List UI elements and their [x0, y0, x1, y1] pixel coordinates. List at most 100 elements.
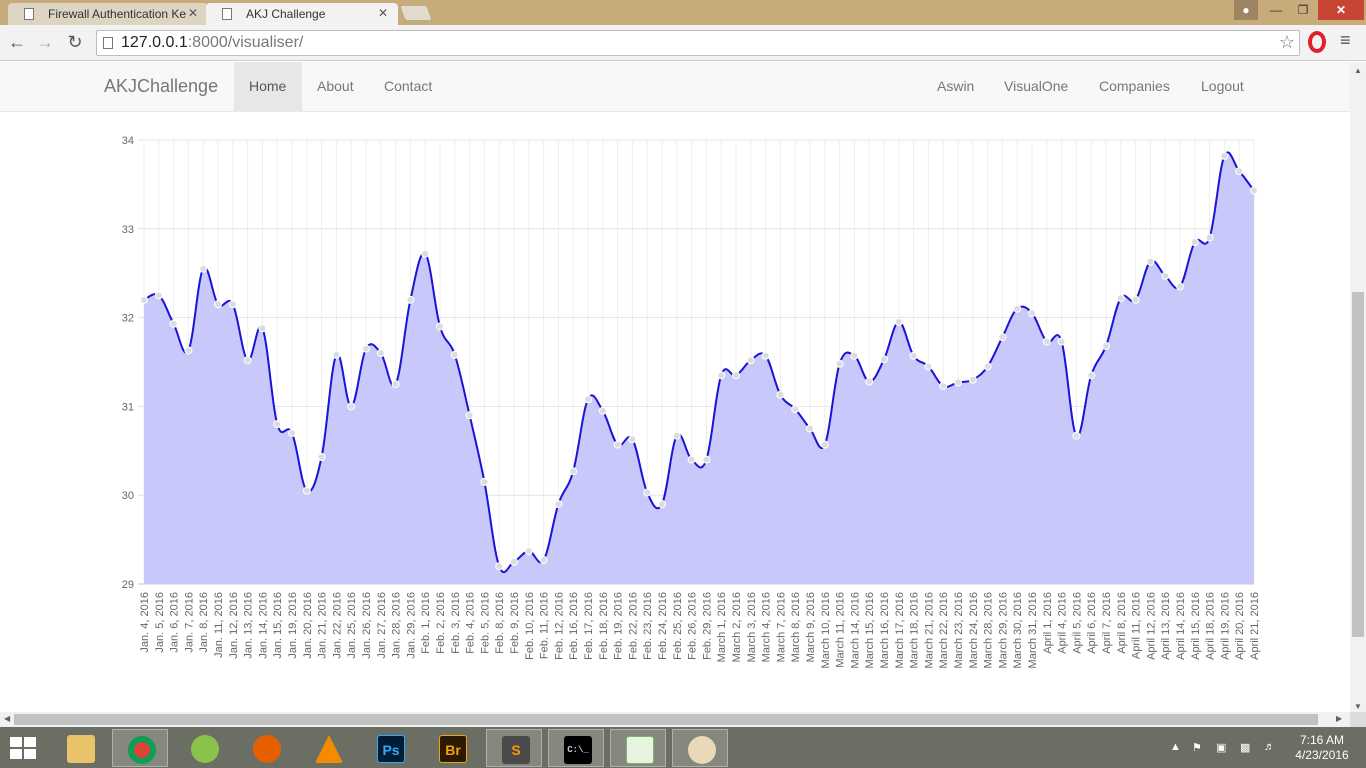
data-point: [791, 405, 800, 414]
data-point: [1102, 342, 1110, 351]
horizontal-scroll-thumb[interactable]: [14, 714, 1318, 725]
x-tick-label: March 15, 2016: [864, 592, 876, 668]
taskbar-chrome[interactable]: [112, 729, 168, 767]
scroll-right-icon[interactable]: ▶: [1336, 714, 1343, 723]
data-point: [243, 356, 252, 365]
taskbar-file-explorer[interactable]: [52, 729, 108, 767]
display-icon[interactable]: ▣: [1216, 742, 1227, 754]
data-point: [421, 249, 430, 258]
taskbar-sublime-text[interactable]: S: [486, 729, 542, 767]
data-point: [391, 380, 400, 389]
minimize-button[interactable]: —: [1270, 3, 1282, 17]
x-tick-label: Jan. 8, 2016: [198, 592, 210, 653]
close-tab-icon[interactable]: ✕: [377, 6, 388, 20]
scroll-down-icon[interactable]: ▼: [1354, 702, 1362, 711]
data-point: [317, 453, 326, 462]
nav-companies[interactable]: Companies: [1099, 78, 1170, 94]
tab-akj-challenge[interactable]: AKJ Challenge ✕: [206, 3, 398, 25]
scroll-up-icon[interactable]: ▲: [1354, 66, 1362, 75]
x-tick-label: March 11, 2016: [835, 592, 847, 668]
site-brand[interactable]: AKJChallenge: [104, 76, 219, 96]
data-point: [894, 318, 903, 327]
x-tick-label: Jan. 12, 2016: [228, 592, 240, 659]
x-tick-label: Feb. 3, 2016: [450, 592, 462, 654]
data-point: [628, 435, 637, 444]
data-point: [687, 455, 696, 464]
data-point: [761, 351, 770, 360]
scroll-left-icon[interactable]: ◀: [4, 714, 11, 723]
taskbar-bridge[interactable]: Br: [424, 729, 480, 767]
page-icon: [24, 8, 34, 20]
vertical-scroll-thumb[interactable]: [1352, 292, 1364, 637]
data-point: [288, 429, 296, 438]
file-explorer-icon: [67, 735, 95, 763]
data-point: [539, 556, 548, 565]
x-tick-label: Feb. 29, 2016: [701, 592, 713, 660]
y-tick-label: 32: [122, 313, 134, 325]
user-profile-icon[interactable]: ●: [1234, 0, 1258, 20]
taskbar-firefox[interactable]: [238, 729, 294, 767]
page-icon: [103, 37, 113, 49]
new-tab-button[interactable]: [399, 5, 433, 21]
browser-toolbar: ← → ↻ 127.0.0.1:8000/visualiser/ ☆ ≡: [0, 25, 1366, 61]
nav-contact[interactable]: Contact: [384, 78, 433, 94]
url-text: 127.0.0.1:8000/visualiser/: [121, 34, 304, 51]
vertical-scrollbar[interactable]: ▲ ▼: [1350, 62, 1366, 712]
taskbar-notepad[interactable]: [610, 729, 666, 767]
menu-icon[interactable]: ≡: [1340, 30, 1351, 50]
taskbar-android-studio[interactable]: [176, 729, 232, 767]
tab-firewall-authentication[interactable]: Firewall Authentication Ke ✕: [8, 3, 208, 25]
close-tab-icon[interactable]: ✕: [187, 6, 198, 20]
y-tick-label: 31: [122, 401, 134, 413]
nav-aswin[interactable]: Aswin: [937, 78, 975, 94]
x-tick-label: April 7, 2016: [1101, 592, 1113, 654]
command-prompt-icon: C:\_: [564, 736, 592, 764]
restore-button[interactable]: ❐: [1297, 3, 1309, 17]
reload-icon[interactable]: ↻: [67, 32, 83, 52]
data-point: [569, 467, 578, 476]
windows-start-icon[interactable]: [10, 737, 40, 761]
bookmark-star-icon[interactable]: ☆: [1278, 32, 1295, 52]
taskbar-photoshop[interactable]: Ps: [362, 729, 418, 767]
x-tick-label: March 4, 2016: [761, 592, 773, 662]
data-point: [1220, 151, 1229, 160]
data-point: [273, 420, 282, 429]
data-point: [835, 359, 844, 368]
y-tick-label: 33: [122, 224, 134, 236]
nav-home[interactable]: Home: [234, 62, 302, 112]
nav-about[interactable]: About: [317, 78, 354, 94]
system-clock[interactable]: 7:16 AM 4/23/2016: [1286, 733, 1358, 763]
network-icon[interactable]: ▩: [1240, 742, 1251, 754]
taskbar-command-prompt[interactable]: C:\_: [548, 729, 604, 767]
x-tick-label: Jan. 29, 2016: [405, 592, 417, 659]
x-tick-label: Feb. 9, 2016: [509, 592, 521, 654]
x-tick-label: March 24, 2016: [968, 592, 980, 668]
data-point: [1131, 295, 1140, 304]
x-tick-label: Feb. 22, 2016: [627, 592, 639, 660]
address-bar[interactable]: 127.0.0.1:8000/visualiser/ ☆: [96, 30, 1300, 56]
nav-visualone[interactable]: VisualOne: [1004, 78, 1069, 94]
x-tick-label: Jan. 6, 2016: [169, 592, 181, 653]
x-tick-label: Feb. 25, 2016: [672, 592, 684, 660]
close-window-button[interactable]: ✕: [1318, 0, 1364, 20]
notepad-icon: [626, 736, 654, 764]
data-point: [228, 300, 237, 309]
bridge-icon: Br: [439, 735, 467, 763]
back-icon[interactable]: ←: [8, 32, 26, 52]
horizontal-scrollbar[interactable]: ◀ ▶: [0, 712, 1350, 727]
x-tick-label: Jan. 22, 2016: [331, 592, 343, 659]
show-hidden-icons-icon[interactable]: ▲: [1170, 741, 1181, 753]
opera-extension-icon[interactable]: [1308, 31, 1326, 53]
volume-icon[interactable]: ♬: [1264, 741, 1275, 753]
taskbar-vlc[interactable]: [300, 729, 356, 767]
data-point: [495, 562, 504, 571]
x-tick-label: March 1, 2016: [716, 592, 728, 662]
nav-logout[interactable]: Logout: [1201, 78, 1244, 94]
x-tick-label: Jan. 28, 2016: [391, 592, 403, 659]
tab-title: AKJ Challenge: [246, 7, 326, 21]
x-tick-label: Feb. 8, 2016: [494, 592, 506, 654]
action-center-flag-icon[interactable]: ⚑: [1192, 742, 1202, 754]
taskbar-paint[interactable]: [672, 729, 728, 767]
forward-icon[interactable]: →: [36, 32, 54, 52]
